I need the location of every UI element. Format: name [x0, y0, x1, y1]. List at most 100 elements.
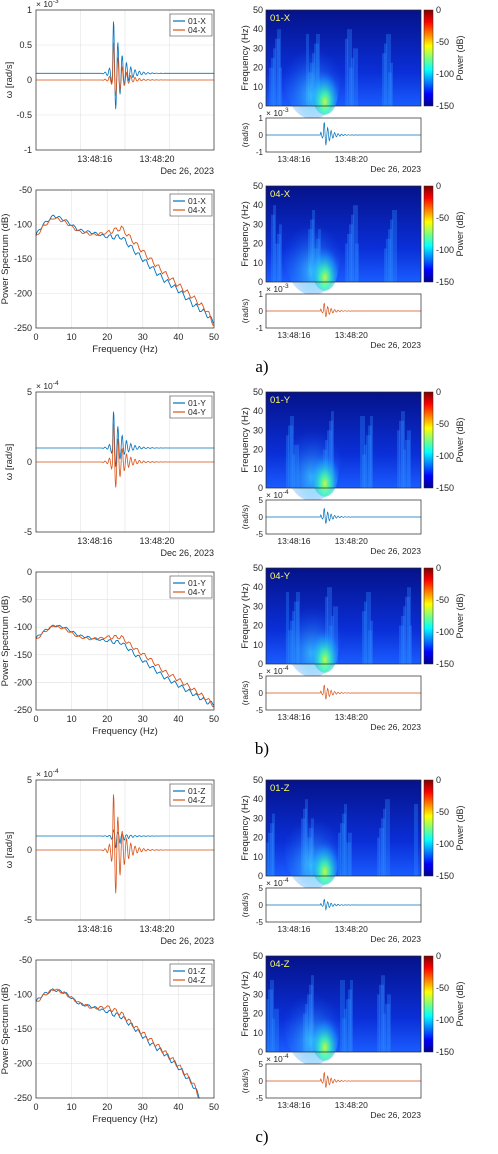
legend-entry: 01-Y [188, 578, 206, 588]
axes-frame [265, 185, 422, 283]
y-tick-label: -50 [19, 955, 32, 965]
spectrogram-event [310, 620, 339, 673]
y-tick-label: 0 [258, 277, 263, 287]
axes-frame [265, 9, 422, 107]
mini-y-axis-label: (rad/s) [240, 505, 250, 530]
y-axis-label: Frequency (Hz) [240, 795, 251, 860]
x-tick-label: 13:48:20 [140, 924, 175, 934]
legend-entry: 04-Z [188, 975, 205, 985]
y-tick-label: -250 [14, 323, 32, 333]
y-tick-label: 50 [253, 775, 263, 785]
legend-entry: 01-Z [188, 786, 205, 796]
x-tick-label: 13:48:20 [140, 154, 175, 164]
y-tick-label: 0 [27, 75, 32, 85]
x-tick-label: 50 [209, 714, 219, 724]
axes-frame [35, 959, 215, 1099]
y-tick-label: 0 [259, 513, 264, 522]
mini-axes-frame [265, 675, 422, 711]
y-tick-label: 30 [253, 43, 263, 53]
axes-frame [35, 189, 215, 329]
x-tick-label: 13:48:16 [277, 1100, 310, 1110]
spectrogram-streak [366, 592, 371, 664]
colorbar-label: Power (dB) [455, 805, 465, 850]
y-tick-label: -100 [14, 622, 32, 632]
colorbar [423, 779, 434, 877]
series-line-04-z [35, 988, 200, 1099]
y-tick-label: 0 [27, 457, 32, 467]
axes-frame [35, 779, 215, 921]
axes-frame [265, 955, 422, 1053]
exponent-label: × 10-4 [36, 768, 59, 779]
spectrogram-streak [275, 38, 280, 106]
y-tick-label: 10 [253, 1028, 263, 1038]
mini-exponent-label: × 10-4 [266, 665, 289, 676]
spectrogram-streak [405, 440, 410, 488]
spectrogram-streak [271, 214, 275, 282]
colorbar-tick-label: -50 [436, 983, 449, 993]
x-tick-label: 20 [102, 332, 112, 342]
spectrogram-tag: 01-Y [270, 395, 291, 406]
y-tick-label: 40 [253, 200, 263, 210]
x-tick-label: 0 [33, 332, 38, 342]
spectrogram-streak [355, 243, 359, 282]
x-axis-label: Frequency (Hz) [92, 726, 157, 737]
legend-entry: 01-X [188, 196, 206, 206]
mini-y-axis-label: (rad/s) [240, 681, 250, 706]
spectrogram-streak [277, 234, 281, 282]
date-label: Dec 26, 2023 [160, 548, 214, 558]
y-axis-label: ω [rad/s] [4, 444, 15, 480]
spectrogram-streak [397, 430, 400, 488]
spectrogram-streak [279, 67, 282, 106]
spectrogram-streak [345, 38, 348, 106]
date-label: Dec 26, 2023 [160, 936, 214, 946]
x-tick-label: 40 [173, 714, 183, 724]
mini-waveform-line [266, 684, 421, 700]
axes-frame [35, 391, 215, 533]
y-axis-label: Frequency (Hz) [240, 25, 251, 90]
spectrogram-streak [346, 999, 351, 1052]
y-tick-label: 0 [258, 871, 263, 881]
x-tick-label: 13:48:16 [77, 154, 112, 164]
mini-y-axis-label: (rad/s) [240, 893, 250, 918]
spectrogram-streak [370, 416, 373, 488]
x-tick-label: 13:48:20 [335, 1100, 368, 1110]
spectrogram-streak [379, 828, 384, 876]
colorbar-tick-label: -50 [436, 37, 449, 47]
mini-axes-frame [265, 1063, 422, 1099]
spectrogram-streak [340, 980, 345, 1052]
y-axis-label: Power Spectrum (dB) [0, 984, 11, 1075]
colorbar-tick-label: -50 [436, 807, 449, 817]
colorbar-label: Power (dB) [455, 211, 465, 256]
mini-waveform-line [266, 1071, 421, 1088]
spectrogram-streak [342, 1018, 346, 1052]
spectrogram-streak [405, 596, 410, 664]
series-line-04-y [36, 423, 214, 488]
spectrogram-streak [366, 435, 371, 488]
colorbar-tick-label: -150 [436, 483, 454, 493]
y-tick-label: -150 [14, 254, 32, 264]
x-tick-label: 40 [173, 1102, 183, 1112]
spectrogram-tag: 04-Y [270, 571, 291, 582]
series-line-01-x [35, 214, 215, 324]
spectrogram-streak [270, 980, 274, 1052]
x-tick-label: 0 [33, 1102, 38, 1112]
spectrogram-event [310, 238, 339, 291]
y-tick-label: 30 [253, 425, 263, 435]
time-series-plot-x: 1 0.5 0 -0.5 -1 13:48:16 13:48:20 Dec 26, 2023 ×… [4, 0, 215, 176]
y-tick-label: -5 [24, 915, 32, 925]
spectrogram-streak [414, 804, 418, 876]
y-tick-label: 0 [258, 659, 263, 669]
spectrogram-streak [384, 43, 387, 106]
y-tick-label: 0.5 [19, 40, 32, 50]
spectrogram-streak [269, 67, 274, 106]
y-tick-label: 20 [253, 1009, 263, 1019]
y-tick-label: 50 [253, 563, 263, 573]
colorbar-tick-label: 0 [436, 181, 441, 191]
x-tick-label: 13:48:20 [335, 712, 368, 722]
y-tick-label: 40 [253, 794, 263, 804]
y-tick-label: 0 [258, 483, 263, 493]
spectrogram-streak [346, 842, 351, 876]
mini-axes-frame [265, 293, 422, 329]
